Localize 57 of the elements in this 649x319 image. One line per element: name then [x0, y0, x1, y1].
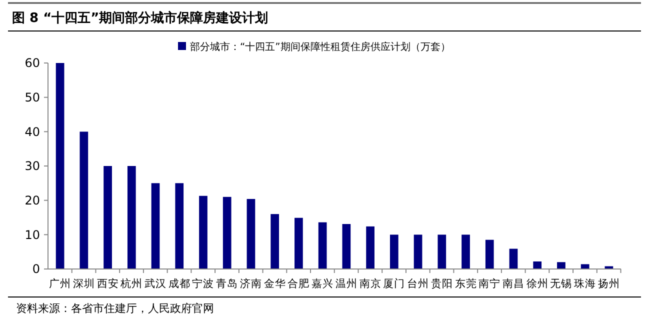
bar: [175, 183, 184, 269]
bar: [294, 218, 303, 269]
x-tick-label: 东莞: [454, 277, 477, 290]
bar: [270, 214, 280, 269]
x-tick-label: 无锡: [550, 278, 572, 290]
x-tick-label: 西安: [96, 277, 119, 290]
x-tick-label: 合肥: [288, 277, 310, 290]
x-tick-label: 杭州: [120, 277, 143, 290]
x-tick-label: 广州: [49, 277, 72, 290]
x-tick-label: 成都: [168, 277, 190, 290]
bar: [199, 196, 208, 269]
bar: [342, 224, 351, 269]
bar: [151, 183, 160, 269]
y-tick-label: 10: [24, 228, 40, 242]
bar: [390, 234, 398, 269]
x-tick-label: 扬州: [598, 277, 620, 290]
chart-title: 图 8 “十四五”期间部分城市保障房建设计划: [12, 10, 268, 26]
x-tick-label: 珠海: [574, 277, 596, 290]
legend-label: 部分城市：“十四五”期间保障性租赁住房供应计划（万套）: [190, 41, 450, 53]
x-tick-label: 徐州: [526, 277, 548, 290]
y-tick-label: 50: [24, 90, 40, 105]
x-tick-label: 温州: [335, 277, 358, 290]
bar: [246, 198, 256, 269]
bar: [104, 166, 112, 269]
y-tick-label: 0: [32, 262, 40, 276]
x-tick-label: 深圳: [72, 277, 95, 290]
x-tick-label: 嘉兴: [312, 277, 334, 290]
x-tick-label: 济南: [240, 277, 262, 290]
x-tick-label: 贵阳: [430, 277, 453, 290]
y-tick-label: 30: [24, 159, 40, 174]
text: 资料来源：各省市住建厅，人民政府官网: [16, 302, 214, 315]
x-tick-label: 厦门: [383, 277, 406, 290]
y-tick-label: 60: [24, 56, 40, 70]
y-tick-label: 40: [24, 124, 40, 139]
bar: [580, 264, 590, 269]
bar: [533, 261, 542, 269]
bar: [127, 166, 136, 269]
bar: [557, 262, 566, 269]
bar: [222, 196, 232, 269]
bar: [318, 222, 327, 269]
x-tick-label: 南京: [359, 277, 382, 290]
x-tick-label: 南宁: [478, 277, 501, 290]
x-tick-label: 宁波: [192, 277, 214, 290]
bar: [462, 234, 470, 269]
x-tick-label: 台州: [407, 277, 430, 290]
bar: [366, 226, 374, 269]
bar: [414, 234, 422, 269]
x-tick-label: 金华: [264, 278, 286, 290]
bar: [438, 234, 446, 269]
x-tick-label: 青岛: [216, 277, 238, 290]
bar: [485, 240, 494, 269]
y-tick-label: 20: [24, 194, 40, 208]
bar: [56, 63, 64, 269]
bar: [509, 248, 518, 269]
x-tick-label: 武汉: [144, 277, 167, 290]
x-tick-label: 南昌: [502, 277, 524, 290]
bar: [80, 132, 88, 269]
